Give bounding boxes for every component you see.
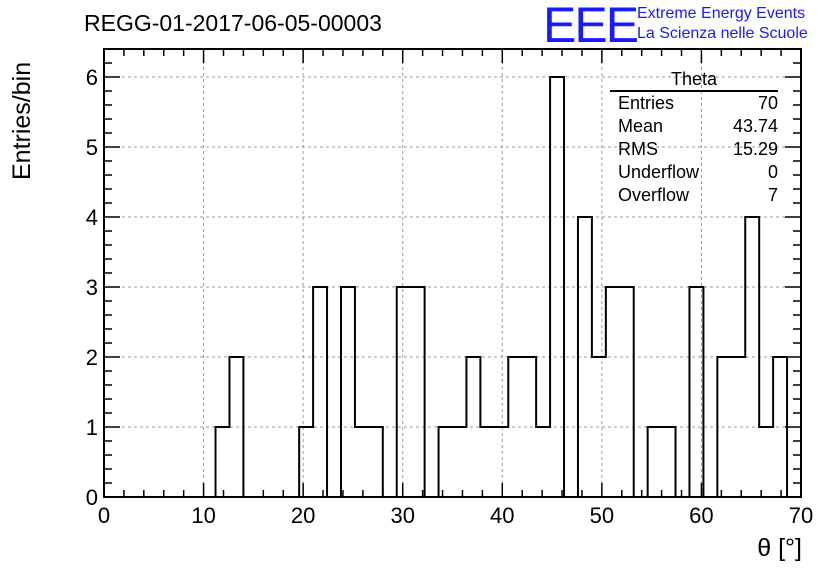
y-tick-label: 6 [86,65,98,90]
histogram-bar [411,287,425,497]
histogram-bar [341,287,355,497]
stats-value: 15.29 [732,139,778,159]
stats-row-mean: Mean 43.74 [610,115,778,138]
x-tick-label: 0 [98,503,110,528]
histogram-bar [397,287,411,497]
stats-box-title: Theta [610,68,778,92]
stats-row-underflow: Underflow 0 [610,161,778,184]
histogram-bar [216,427,230,497]
stats-box: Theta Entries 70 Mean 43.74 RMS 15.29 Un… [610,68,778,207]
stats-label: Overflow [618,185,690,205]
stats-value: 70 [757,93,778,113]
histogram-bar [453,427,467,497]
histogram-bar [662,427,676,497]
x-tick-label: 50 [590,503,614,528]
histogram-bar [439,427,453,497]
histogram-bar [494,427,508,497]
histogram-bar [369,427,383,497]
x-tick-label: 20 [291,503,315,528]
y-tick-label: 5 [86,135,98,160]
stats-label: RMS [618,139,658,159]
histogram-bar [480,427,494,497]
histogram-bar [313,287,327,497]
stats-value: 43.74 [732,116,778,136]
x-axis-label: θ [°] [757,534,802,562]
histogram-bar [620,287,634,497]
stats-value: 0 [767,162,778,182]
x-tick-label: 40 [490,503,514,528]
histogram-bar [731,357,745,497]
stats-label: Mean [618,116,664,136]
stats-value: 7 [767,185,778,205]
y-tick-label: 3 [86,275,98,300]
histogram-bar [606,287,620,497]
y-tick-label: 4 [86,205,98,230]
x-tick-label: 70 [789,503,813,528]
stats-row-rms: RMS 15.29 [610,138,778,161]
y-tick-label: 1 [86,415,98,440]
x-tick-label: 60 [689,503,713,528]
stats-label: Underflow [618,162,700,182]
page-title: REGG-01-2017-06-05-00003 [84,10,382,36]
histogram-bar [299,427,313,497]
brand-line-1: Extreme Energy Events [637,5,806,22]
stats-label: Entries [618,93,675,113]
histogram-bar [355,427,369,497]
brand-line-2: La Scienza nelle Scuole [637,25,808,42]
stats-row-overflow: Overflow 7 [610,184,778,207]
y-tick-label: 2 [86,345,98,370]
histogram-bar [648,427,662,497]
histogram-bar [536,427,550,497]
y-tick-label: 0 [86,485,98,510]
stats-row-entries: Entries 70 [610,92,778,115]
x-tick-label: 30 [390,503,414,528]
x-tick-label: 10 [191,503,215,528]
eee-logo: EEE [543,0,639,53]
histogram-bar [759,427,773,497]
